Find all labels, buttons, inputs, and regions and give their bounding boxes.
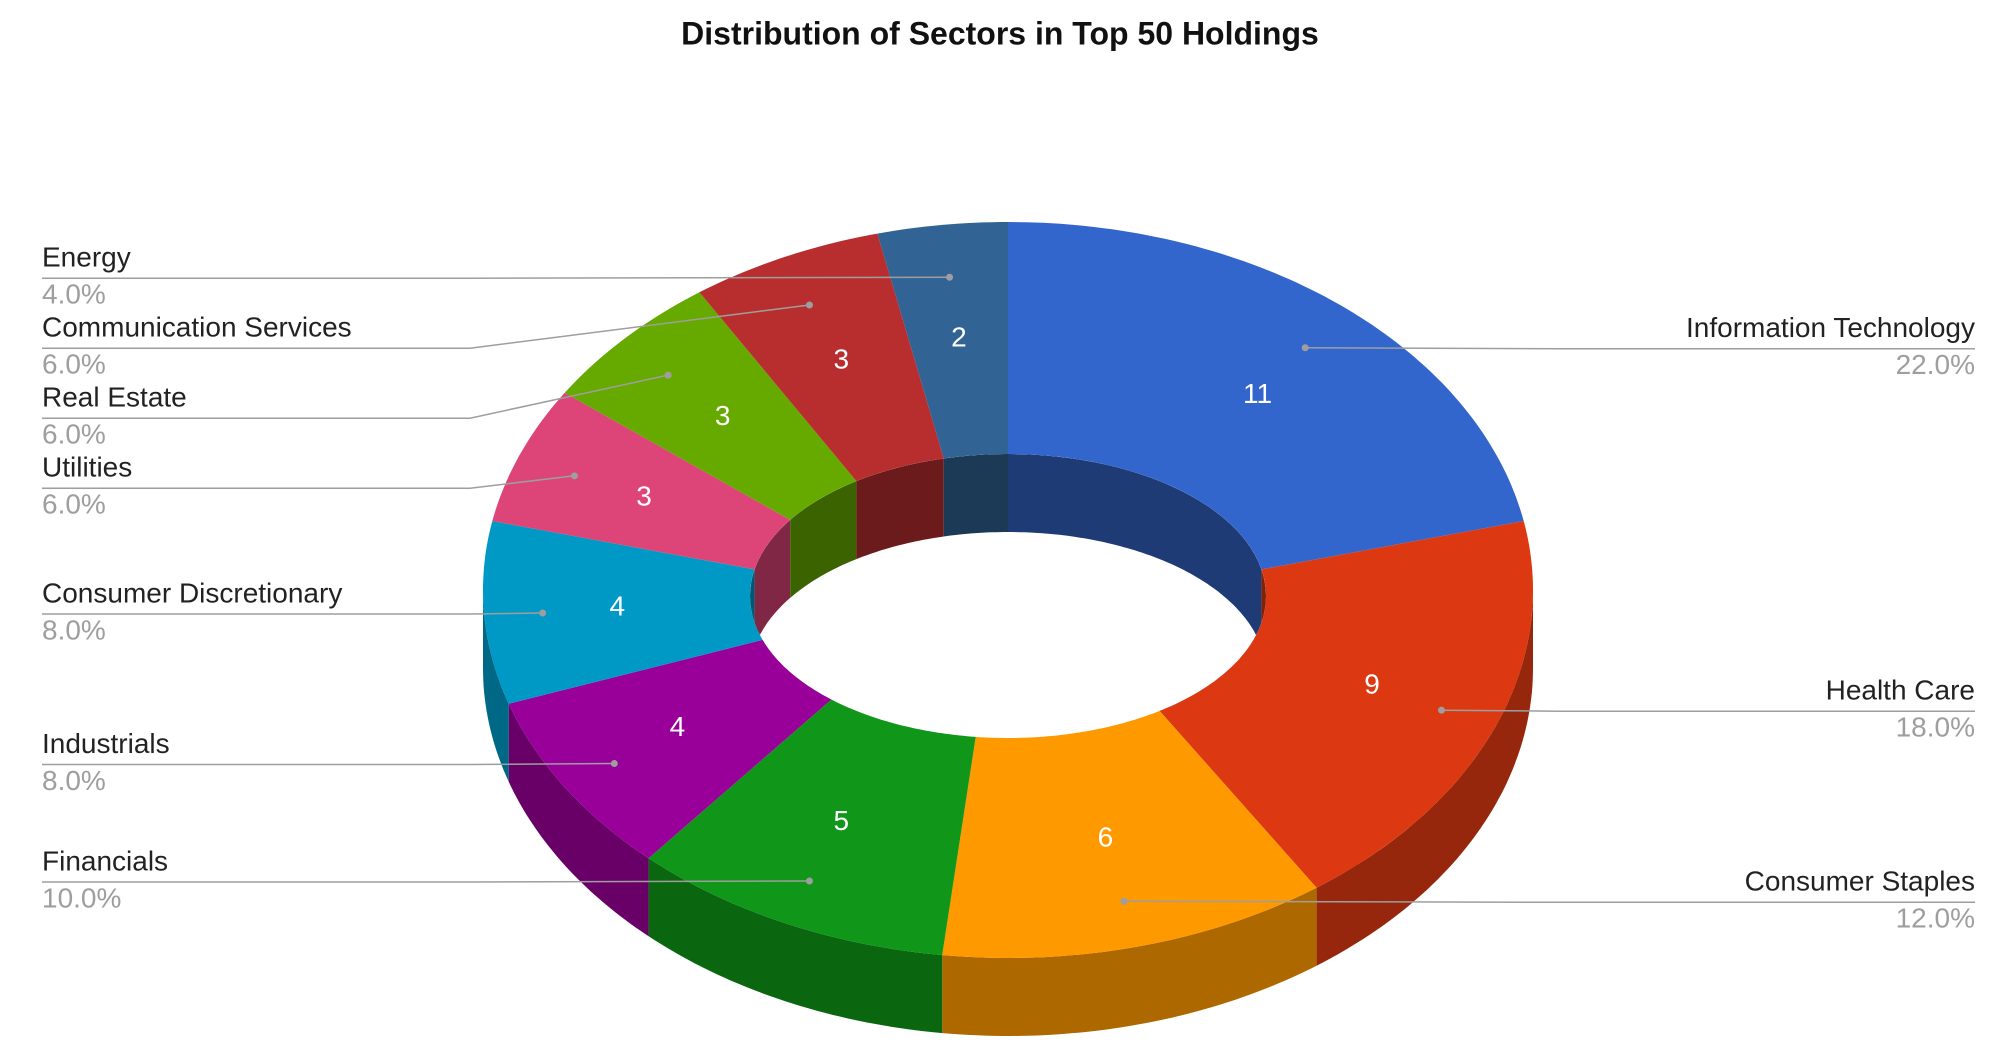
legend-label: Consumer Discretionary [42,577,342,608]
slice-inner [856,458,944,560]
legend-label: Consumer Staples [1745,866,1975,897]
slice [564,292,857,520]
leader-dot [1438,706,1446,714]
slice [1008,222,1524,570]
value-label: 3 [834,344,850,375]
slice [942,710,1317,958]
legend-label: Utilities [42,452,132,483]
slice-inner [790,481,857,598]
leader-line [42,880,810,883]
leader-dot [610,760,618,768]
percent-label: 18.0% [1896,712,1975,743]
value-label: 3 [715,400,731,431]
slice-inner [943,454,1008,537]
legend-label: Financials [42,845,168,876]
slice [492,392,791,570]
legend-label: Real Estate [42,382,187,413]
value-label: 3 [636,481,652,512]
leader-line [1123,900,1975,904]
leader-line [1305,347,1975,350]
percent-label: 6.0% [42,489,106,520]
slice-inner [754,519,791,648]
slice [1159,521,1533,888]
value-label: 11 [1243,378,1272,409]
slice [877,222,1008,459]
legend-label: Information Technology [1686,312,1975,343]
leader-line [42,276,950,279]
leader-line [42,612,543,615]
slice-side [648,858,943,1034]
percent-label: 8.0% [42,614,106,645]
slice-inner [1008,454,1262,648]
slice [699,233,944,482]
leader-line [42,475,575,489]
leader-dot [805,301,813,309]
slice [648,699,976,956]
percent-label: 22.0% [1896,349,1975,380]
value-label: 4 [609,590,625,621]
leader-dot [570,472,578,480]
leader-line [1441,709,1975,712]
leader-dot [1301,344,1309,352]
slice-side [1316,590,1533,966]
slice-side [483,590,509,782]
slice [508,639,832,859]
leader-line [42,762,615,766]
percent-label: 6.0% [42,349,106,380]
percent-label: 6.0% [42,419,106,450]
percent-label: 10.0% [42,882,121,913]
value-label: 5 [834,805,850,836]
leader-dot [664,371,672,379]
slice-side [942,887,1317,1036]
leader-dot [539,609,547,617]
leader-line [42,374,669,419]
percent-label: 4.0% [42,279,106,310]
chart-title: Distribution of Sectors in Top 50 Holdin… [681,15,1319,51]
value-label: 6 [1098,821,1114,852]
leader-dot [805,877,813,885]
slice-side [508,703,649,937]
leader-dot [946,273,954,281]
value-label: 9 [1364,668,1380,699]
percent-label: 12.0% [1896,903,1975,934]
leader-dot [1120,897,1128,905]
leader-line [42,304,810,349]
hole-wall [750,454,1266,674]
legend-label: Health Care [1826,675,1975,706]
legend-label: Communication Services [42,312,352,343]
value-label: 4 [670,711,686,742]
slice [483,521,763,704]
percent-label: 8.0% [42,765,106,796]
legend-label: Energy [42,242,131,273]
legend-label: Industrials [42,728,170,759]
value-label: 2 [951,321,967,352]
